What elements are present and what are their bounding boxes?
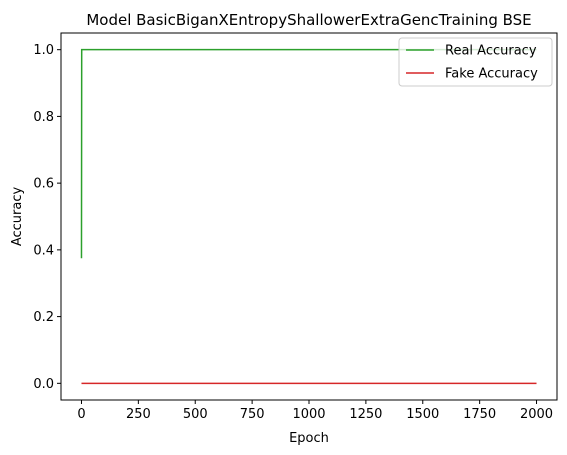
legend-entry-1: Real Accuracy — [445, 44, 537, 59]
y-tick-label: 0.6 — [33, 177, 54, 192]
y-tick-label: 0.8 — [33, 110, 54, 125]
y-axis-label: Accuracy — [10, 187, 25, 247]
legend-box — [398, 37, 553, 87]
y-tick-label: 0.4 — [33, 243, 54, 258]
x-axis-label: Epoch — [289, 431, 329, 446]
x-tick-label: 500 — [183, 407, 208, 422]
plot-lines — [80, 48, 537, 385]
y-axis-ticks: 0.0 0.2 0.4 0.6 0.8 1.0 — [33, 43, 61, 392]
x-axis-ticks: 0 250 500 750 1000 1250 1500 1750 2000 — [77, 400, 553, 422]
legend-entry-2: Fake Accuracy — [445, 67, 538, 82]
y-tick-label: 0.0 — [33, 377, 54, 392]
x-tick-label: 250 — [126, 407, 151, 422]
y-tick-label: 1.0 — [33, 43, 54, 58]
chart-title: Model BasicBiganXEntropyShallowerExtraGe… — [86, 11, 531, 29]
series-line-1 — [80, 48, 537, 259]
legend: Real Accuracy Fake Accuracy — [398, 37, 553, 87]
x-tick-label: 1000 — [292, 407, 325, 422]
x-tick-label: 1250 — [349, 407, 382, 422]
x-tick-label: 1500 — [406, 407, 439, 422]
x-tick-label: 2000 — [520, 407, 553, 422]
plot-frame — [60, 32, 558, 401]
y-tick-label: 0.2 — [33, 310, 54, 325]
x-tick-label: 1750 — [463, 407, 496, 422]
x-tick-label: 0 — [77, 407, 85, 422]
x-tick-label: 750 — [240, 407, 265, 422]
